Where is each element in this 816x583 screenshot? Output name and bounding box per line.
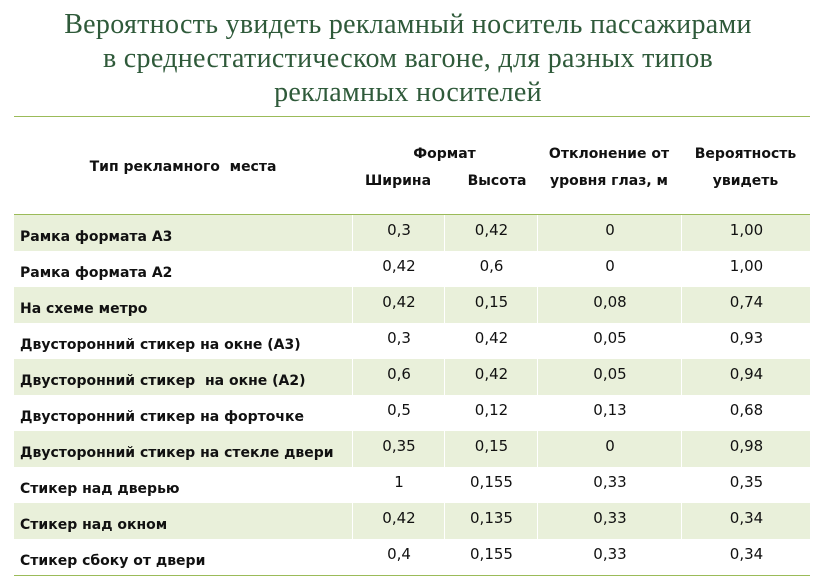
cell-value: 0,34 <box>681 503 811 539</box>
cell-value: 0,35 <box>352 431 445 467</box>
row-label: Двусторонний стикер на окне (А2) <box>20 373 306 389</box>
row-label: Рамка формата А2 <box>20 265 173 281</box>
row-label: Стикер сбоку от двери <box>20 553 206 569</box>
title-line: в среднестатистическом вагоне, для разны… <box>102 43 714 74</box>
cell-value: 0,42 <box>444 359 538 395</box>
cell-value: 0,4 <box>352 539 445 575</box>
cell-value: 0,42 <box>444 323 538 359</box>
cell-value: 0,12 <box>444 395 538 431</box>
cell-value: 0,42 <box>352 503 445 539</box>
header-probability: увидеть <box>712 173 779 189</box>
cell-value: 0,08 <box>537 287 682 323</box>
title-line: Вероятность увидеть рекламный носитель п… <box>64 9 752 40</box>
cell-value: 0,3 <box>352 323 445 359</box>
cell-value: 0,68 <box>681 395 811 431</box>
cell-value: 0 <box>537 251 682 287</box>
cell-value: 0,05 <box>537 359 682 395</box>
cell-value: 0,94 <box>681 359 811 395</box>
cell-value: 0,35 <box>681 467 811 503</box>
cell-value: 1 <box>352 467 445 503</box>
table-row: Стикер над окном 0,42 0,135 0,33 0,34 <box>14 503 810 539</box>
cell-value: 0,135 <box>444 503 538 539</box>
table-row: Двусторонний стикер на форточке 0,5 0,12 0,… <box>14 395 810 431</box>
row-label: На схеме метро <box>20 301 148 317</box>
header-probability: Вероятность <box>694 146 797 162</box>
header-type: Тип рекламного места <box>89 159 277 175</box>
table-row: Двусторонний стикер на окне (А2) 0,6 0,42 0… <box>14 359 810 395</box>
table-row: Стикер над дверью 1 0,155 0,33 0,35 <box>14 467 810 503</box>
cell-value: 1,00 <box>681 251 811 287</box>
table-row: Рамка формата А3 0,3 0,42 0 1,00 <box>14 215 810 251</box>
cell-value: 1,00 <box>681 215 811 251</box>
row-label: Стикер над окном <box>20 517 168 533</box>
row-label: Двусторонний стикер на форточке <box>20 409 304 425</box>
cell-value: 0,5 <box>352 395 445 431</box>
cell-value: 0,74 <box>681 287 811 323</box>
header-rule <box>14 214 810 215</box>
cell-value: 0 <box>537 431 682 467</box>
cell-value: 0,33 <box>537 467 682 503</box>
cell-value: 0,6 <box>444 251 538 287</box>
header-deviation: уровня глаз, м <box>550 173 668 189</box>
top-rule <box>14 116 810 117</box>
cell-value: 0,15 <box>444 431 538 467</box>
title-line: рекламных носителей <box>274 77 542 108</box>
cell-value: 0,6 <box>352 359 445 395</box>
table-row: На схеме метро 0,42 0,15 0,08 0,74 <box>14 287 810 323</box>
cell-value: 0 <box>537 215 682 251</box>
cell-value: 0,13 <box>537 395 682 431</box>
cell-value: 0,15 <box>444 287 538 323</box>
cell-value: 0,155 <box>444 539 538 575</box>
header-deviation: Отклонение от <box>548 146 670 162</box>
cell-value: 0,155 <box>444 467 538 503</box>
cell-value: 0,05 <box>537 323 682 359</box>
cell-value: 0,42 <box>352 251 445 287</box>
bottom-rule <box>14 575 810 576</box>
table-row: Рамка формата А2 0,42 0,6 0 1,00 <box>14 251 810 287</box>
header-height: Высота <box>467 173 527 189</box>
table-row: Двусторонний стикер на стекле двери 0,35 0… <box>14 431 810 467</box>
header-width: Ширина <box>364 173 432 189</box>
cell-value: 0,33 <box>537 539 682 575</box>
cell-value: 0,34 <box>681 539 811 575</box>
cell-value: 0,3 <box>352 215 445 251</box>
row-label: Стикер над дверью <box>20 481 180 497</box>
header-format: Формат <box>413 146 476 162</box>
row-label: Двусторонний стикер на окне (А3) <box>20 337 301 353</box>
cell-value: 0,33 <box>537 503 682 539</box>
table-row: Стикер сбоку от двери 0,4 0,155 0,33 0,34 <box>14 539 810 575</box>
row-label: Рамка формата А3 <box>20 229 173 245</box>
cell-value: 0,42 <box>444 215 538 251</box>
table-row: Двусторонний стикер на окне (А3) 0,3 0,42 0… <box>14 323 810 359</box>
cell-value: 0,98 <box>681 431 811 467</box>
cell-value: 0,42 <box>352 287 445 323</box>
cell-value: 0,93 <box>681 323 811 359</box>
row-label: Двусторонний стикер на стекле двери <box>20 445 334 461</box>
